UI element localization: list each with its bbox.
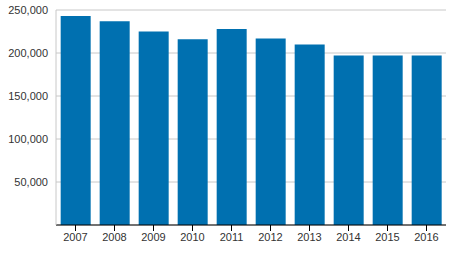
svg-text:2014: 2014 <box>336 231 360 243</box>
svg-text:2009: 2009 <box>141 231 165 243</box>
svg-text:50,000: 50,000 <box>14 176 48 188</box>
svg-text:2011: 2011 <box>220 231 244 243</box>
svg-text:2012: 2012 <box>258 231 282 243</box>
svg-text:2008: 2008 <box>102 231 126 243</box>
svg-text:2013: 2013 <box>297 231 321 243</box>
svg-text:2016: 2016 <box>414 231 438 243</box>
svg-text:100,000: 100,000 <box>8 133 48 145</box>
svg-text:250,000: 250,000 <box>8 4 48 16</box>
svg-text:2010: 2010 <box>180 231 204 243</box>
svg-text:200,000: 200,000 <box>8 47 48 59</box>
svg-text:2007: 2007 <box>63 231 87 243</box>
svg-text:150,000: 150,000 <box>8 90 48 102</box>
svg-text:2015: 2015 <box>375 231 399 243</box>
